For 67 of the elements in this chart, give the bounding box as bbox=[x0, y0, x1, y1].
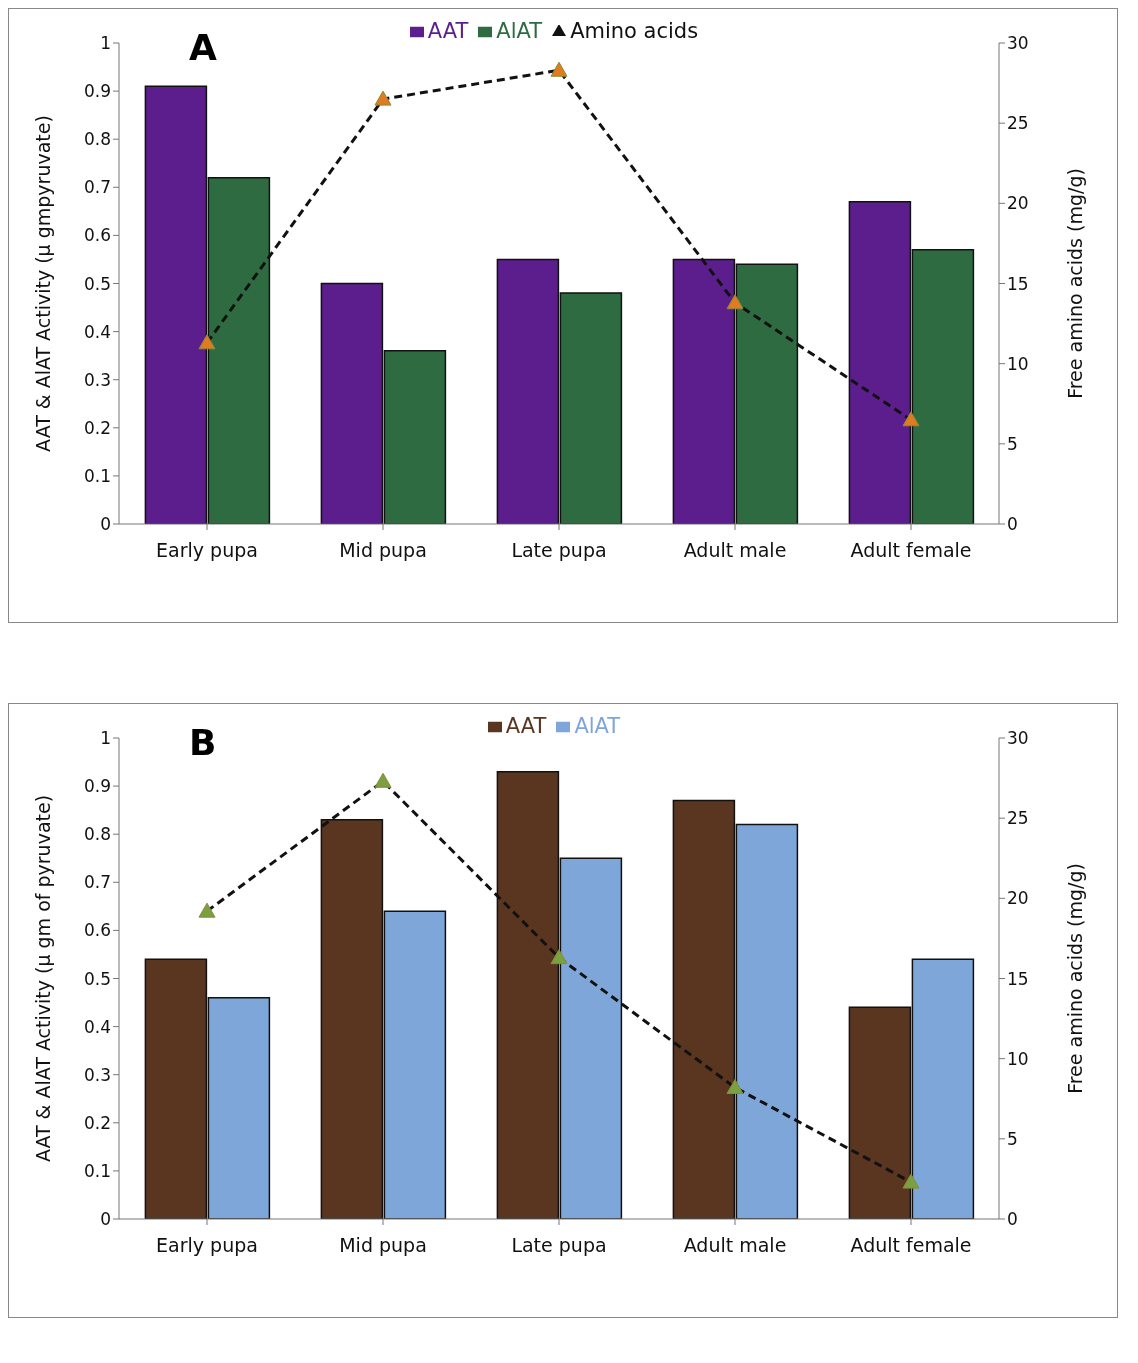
y-tick-label: 0.6 bbox=[83, 920, 111, 941]
y-tick-label: 0.5 bbox=[83, 968, 111, 989]
x-tick-label: Mid pupa bbox=[339, 1234, 427, 1257]
y2-tick-label: 0 bbox=[1007, 1209, 1018, 1230]
y-axis-title: AAT & AlAT Activity (μ gm of pyruvate) bbox=[31, 794, 54, 1163]
y2-tick-label: 10 bbox=[1007, 353, 1029, 374]
x-tick-label: Early pupa bbox=[156, 1234, 258, 1257]
y2-tick-label: 25 bbox=[1007, 808, 1029, 829]
legend-label: AlAT bbox=[496, 19, 543, 43]
y-tick-label: 0.1 bbox=[83, 465, 111, 486]
x-tick-label: Adult female bbox=[850, 539, 972, 562]
y2-axis-title: Free amino acids (mg/g) bbox=[1063, 863, 1086, 1094]
y2-tick-label: 15 bbox=[1007, 273, 1029, 294]
y-tick-label: 0.8 bbox=[83, 129, 111, 150]
y-tick-label: 1 bbox=[100, 728, 111, 749]
y-tick-label: 0.4 bbox=[83, 321, 111, 342]
point bbox=[550, 949, 568, 965]
point bbox=[374, 90, 392, 106]
point bbox=[198, 334, 216, 350]
y-tick-label: 0.2 bbox=[83, 1112, 111, 1133]
y-tick-label: 0.9 bbox=[83, 776, 111, 797]
y-axis-title: AAT & AlAT Activity (μ gmpyruvate) bbox=[31, 115, 54, 452]
point bbox=[550, 61, 568, 77]
y-tick-label: 0 bbox=[100, 514, 111, 535]
point bbox=[726, 1079, 744, 1095]
x-tick-label: Late pupa bbox=[511, 539, 607, 562]
x-tick-label: Mid pupa bbox=[339, 539, 427, 562]
legend-label: AlAT bbox=[574, 714, 621, 738]
y-tick-label: 0.4 bbox=[83, 1016, 111, 1037]
annotation: B bbox=[189, 722, 217, 763]
y-tick-label: 0.6 bbox=[83, 225, 111, 246]
y2-axis-title: Free amino acids (mg/g) bbox=[1063, 168, 1086, 399]
x-tick-label: Late pupa bbox=[511, 1234, 607, 1257]
y2-tick-label: 5 bbox=[1007, 433, 1018, 454]
x-tick-label: Adult male bbox=[683, 539, 787, 562]
point bbox=[726, 294, 744, 310]
y-tick-label: 0 bbox=[100, 1209, 111, 1230]
y-tick-label: 0.5 bbox=[83, 273, 111, 294]
y-tick-label: 0.8 bbox=[83, 824, 111, 845]
y2-tick-label: 30 bbox=[1007, 728, 1029, 749]
y-tick-label: 0.3 bbox=[83, 1064, 111, 1085]
x-tick-label: Adult female bbox=[850, 1234, 972, 1257]
y2-tick-label: 15 bbox=[1007, 968, 1029, 989]
legend-label: AAT bbox=[427, 19, 469, 43]
point bbox=[374, 772, 392, 788]
point bbox=[902, 411, 920, 427]
y-tick-label: 0.2 bbox=[83, 417, 111, 438]
y2-tick-label: 10 bbox=[1007, 1048, 1029, 1069]
y-tick-label: 1 bbox=[100, 33, 111, 54]
y2-tick-label: 5 bbox=[1007, 1128, 1018, 1149]
point bbox=[198, 902, 216, 918]
y-tick-label: 0.3 bbox=[83, 369, 111, 390]
x-tick-label: Adult male bbox=[683, 1234, 787, 1257]
y-tick-label: 0.7 bbox=[83, 177, 111, 198]
x-tick-label: Early pupa bbox=[156, 539, 258, 562]
y2-tick-label: 30 bbox=[1007, 33, 1029, 54]
y-tick-label: 0.1 bbox=[83, 1160, 111, 1181]
y2-tick-label: 20 bbox=[1007, 193, 1029, 214]
annotation: A bbox=[189, 27, 217, 68]
legend-label: AAT bbox=[505, 714, 547, 738]
y2-tick-label: 20 bbox=[1007, 888, 1029, 909]
y2-tick-label: 25 bbox=[1007, 113, 1029, 134]
point bbox=[902, 1173, 920, 1189]
y-tick-label: 0.7 bbox=[83, 872, 111, 893]
y2-tick-label: 0 bbox=[1007, 514, 1018, 535]
legend-label: Amino acids bbox=[570, 19, 699, 43]
y-tick-label: 0.9 bbox=[83, 81, 111, 102]
